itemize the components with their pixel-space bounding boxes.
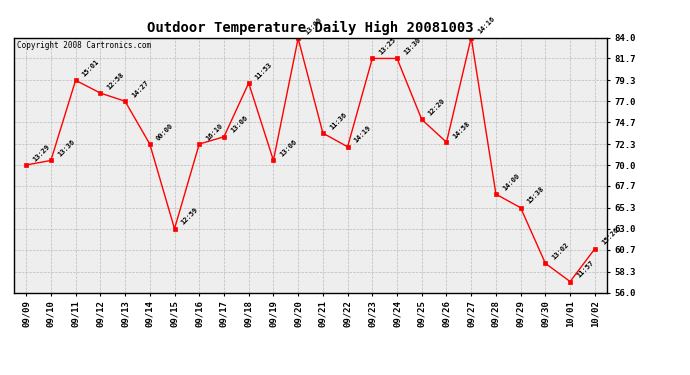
Text: 11:57: 11:57: [575, 260, 595, 279]
Text: 13:29: 13:29: [32, 143, 51, 162]
Text: 00:00: 00:00: [155, 122, 175, 141]
Text: 13:25: 13:25: [378, 36, 397, 56]
Text: 14:00: 14:00: [502, 172, 521, 191]
Text: 13:06: 13:06: [279, 138, 298, 158]
Title: Outdoor Temperature Daily High 20081003: Outdoor Temperature Daily High 20081003: [147, 21, 474, 35]
Text: 13:02: 13:02: [551, 241, 570, 261]
Text: 12:59: 12:59: [180, 207, 199, 226]
Text: 14:58: 14:58: [452, 120, 471, 140]
Text: 14:16: 14:16: [477, 15, 496, 35]
Text: 15:01: 15:01: [81, 58, 101, 78]
Text: 13:36: 13:36: [57, 138, 76, 158]
Text: 15:26: 15:26: [600, 227, 620, 246]
Text: Copyright 2008 Cartronics.com: Copyright 2008 Cartronics.com: [17, 41, 151, 50]
Text: 16:10: 16:10: [205, 122, 224, 141]
Text: 15:38: 15:38: [526, 186, 546, 205]
Text: 14:19: 14:19: [353, 125, 373, 144]
Text: 13:00: 13:00: [304, 16, 323, 36]
Text: 14:27: 14:27: [130, 79, 150, 99]
Text: 11:53: 11:53: [254, 61, 273, 80]
Text: 13:30: 13:30: [402, 36, 422, 56]
Text: 13:06: 13:06: [230, 115, 249, 134]
Text: 12:58: 12:58: [106, 71, 125, 90]
Text: 12:20: 12:20: [427, 98, 446, 117]
Text: 11:36: 11:36: [328, 111, 348, 130]
